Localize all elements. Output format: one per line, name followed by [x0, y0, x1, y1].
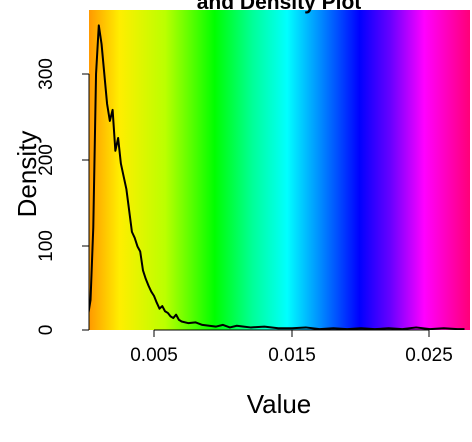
x-axis: 0.005 0.015 0.025 Value	[130, 329, 453, 419]
x-axis-title: Value	[247, 389, 312, 419]
y-tick-label-0: 0	[36, 325, 57, 336]
plot-background	[89, 10, 470, 330]
x-tick-label-2: 0.025	[405, 345, 453, 366]
y-tick-label-2: 200	[36, 144, 57, 176]
y-axis: 0 100 200 300 Density	[12, 58, 90, 336]
x-tick-label-1: 0.015	[268, 345, 316, 366]
y-axis-title: Density	[12, 131, 42, 218]
y-tick-label-3: 300	[36, 58, 57, 90]
x-tick-label-0: 0.005	[130, 345, 178, 366]
chart-title: and Density Plot	[197, 0, 362, 14]
y-tick-label-1: 100	[36, 230, 57, 262]
plot-area	[89, 24, 465, 330]
density-line	[89, 24, 465, 330]
